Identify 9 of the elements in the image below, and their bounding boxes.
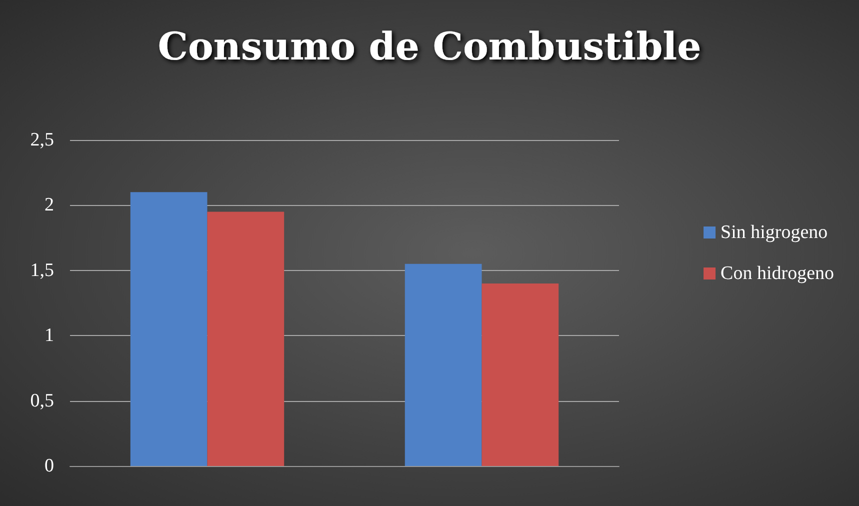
y-tick-label: 1,5: [30, 260, 54, 281]
y-tick-label: 2,5: [30, 130, 54, 150]
y-tick-label: 1: [44, 325, 54, 346]
legend-label: Sin higrogeno: [720, 222, 828, 243]
chart-title: Consumo de Combustible: [158, 24, 702, 68]
y-tick-label: 2: [44, 194, 54, 216]
y-tick-label: 0: [44, 456, 54, 476]
legend-label: Con hidrogeno: [720, 263, 834, 284]
y-tick-label: 0,5: [30, 390, 54, 412]
